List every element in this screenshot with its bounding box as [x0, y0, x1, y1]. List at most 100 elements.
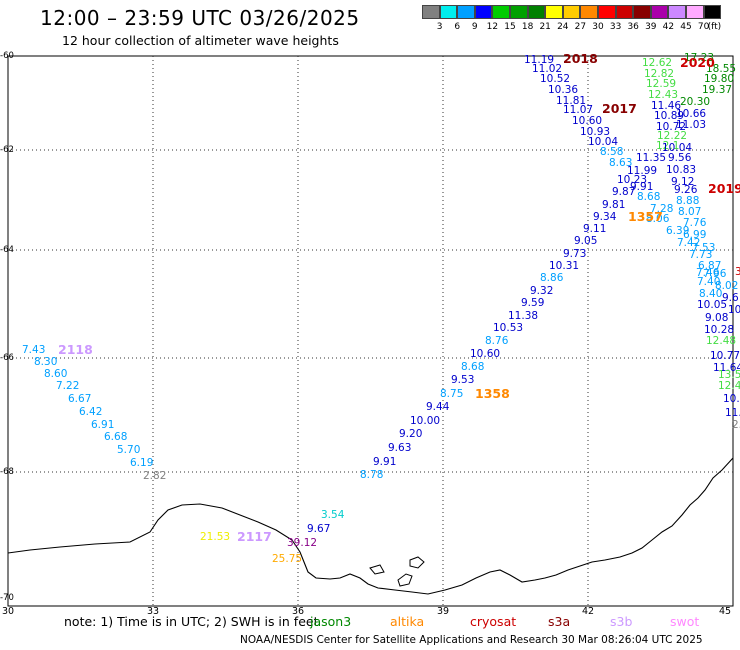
coast-inlet [409, 556, 425, 569]
swh-value: 10 [728, 304, 740, 316]
satellite-legend-item: s3a [548, 614, 571, 629]
swh-value: 11.19 [524, 54, 555, 66]
longitude-label: 39 [436, 606, 450, 617]
swh-value: 12.4 [718, 380, 740, 392]
colorbar-tick: 30 [592, 22, 604, 32]
swh-value: 10.04 [662, 142, 693, 154]
swh-value: 9.56 [668, 152, 692, 164]
colorbar-cell [562, 5, 581, 19]
satellite-legend-item: swot [670, 614, 700, 629]
colorbar-tick: 15 [504, 22, 516, 32]
coast-inlet [369, 564, 385, 575]
swh-value: 8.63 [609, 157, 633, 169]
colorbar-tick: 45 [680, 22, 692, 32]
footer-note: note: 1) Time is in UTC; 2) SWH is in fe… [64, 614, 319, 629]
colorbar-cell [474, 5, 493, 19]
colorbar-cell [580, 5, 598, 19]
satellite-legend-item: cryosat [470, 614, 517, 629]
swh-value: 8.40 [699, 288, 723, 300]
colorbar-tick: 70 [697, 22, 710, 32]
swh-value: 12.82 [644, 68, 675, 80]
colorbar-cell [633, 5, 651, 19]
swh-value: 10.89 [654, 110, 685, 122]
latitude-label: -66 [0, 353, 14, 363]
swh-value: 17.23 [684, 52, 715, 64]
pass-time-label: 1358 [475, 386, 510, 401]
swh-value: 9.05 [574, 235, 598, 247]
colorbar-cell [422, 5, 440, 19]
longitude-label: 33 [146, 606, 160, 617]
swh-value: 2.82 [143, 470, 167, 482]
swh-value: 13.5 [718, 369, 740, 381]
chart-title: 12:00 – 23:59 UTC 03/26/2025 [40, 6, 360, 30]
swh-value: 10.60 [470, 348, 501, 360]
pass-time-label: 2017 [602, 101, 637, 116]
colorbar-cell [439, 5, 458, 19]
swh-value: 10.05 [697, 299, 728, 311]
colorbar-cell [615, 5, 634, 19]
colorbar-cell [668, 5, 686, 19]
swh-value: 18.55 [706, 63, 737, 75]
pass-time-label: 2019 [708, 181, 740, 196]
swh-value: 11.38 [508, 310, 539, 322]
swh-value: 11.46 [651, 100, 682, 112]
swh-value: 7.73 [689, 249, 713, 261]
swh-value: 11.35 [636, 152, 667, 164]
swh-value: 6.42 [79, 406, 103, 418]
swh-value: 10.28 [704, 324, 735, 336]
swh-value: 10.93 [580, 126, 611, 138]
colorbar-tick: 42 [662, 22, 675, 32]
colorbar-tick: 3 [436, 22, 443, 32]
colorbar-cell [686, 5, 704, 19]
swh-value: 7.46 [696, 267, 720, 279]
swh-value: 8.75 [440, 388, 464, 400]
swh-value: 11.07 [563, 104, 594, 116]
latitude-label: -60 [0, 51, 14, 61]
swh-value: 8.07 [678, 206, 702, 218]
pass-time-label: 2117 [237, 529, 272, 544]
swh-value: 12.48 [706, 335, 737, 347]
colorbar-tick: 27 [574, 22, 587, 32]
swh-value: 10.77 [710, 350, 740, 362]
antarctic-coastline [7, 457, 734, 595]
swh-value: 10.53 [493, 322, 524, 334]
swh-value: 10.36 [548, 84, 579, 96]
longitude-label: 45 [718, 606, 732, 617]
graticule [8, 56, 733, 606]
swh-value: 12.1 [656, 140, 680, 152]
swh-value: 7.53 [692, 242, 716, 254]
map-frame [7, 55, 734, 607]
pass-time-label: 2020 [680, 55, 715, 70]
swh-value: 2. [732, 419, 740, 431]
swh-value: 7.42 [677, 237, 701, 249]
swh-value: 6.99 [683, 229, 707, 241]
swh-value: 12.62 [642, 57, 673, 69]
swh-value: 9.87 [612, 186, 636, 198]
latitude-label: -62 [0, 145, 14, 155]
colorbar-cell [457, 5, 475, 19]
colorbar-cell [545, 5, 563, 19]
colorbar-cell [492, 5, 510, 19]
colorbar-cell [598, 5, 616, 19]
swh-value: 9.67 [307, 523, 331, 535]
swh-value: 6.19 [130, 457, 154, 469]
swh-value: 9.91 [373, 456, 397, 468]
swh-value: 9.08 [705, 312, 729, 324]
swh-value: 12.22 [657, 130, 688, 142]
swh-value: 10.83 [666, 164, 697, 176]
swh-value: 7.43 [22, 344, 46, 356]
swh-value: 8.86 [540, 272, 564, 284]
swh-value: 8.88 [676, 195, 700, 207]
colorbar-tick: 18 [521, 22, 534, 32]
swh-value: 12.59 [646, 78, 677, 90]
swh-value: 9.12 [671, 176, 695, 188]
swh-value: 19.37 [702, 84, 733, 96]
swh-value: 11.03 [676, 119, 707, 131]
swh-value: 11.64 [713, 362, 740, 374]
colorbar-tick: 12 [486, 22, 499, 32]
chart-subtitle: 12 hour collection of altimeter wave hei… [62, 33, 339, 48]
satellite-legend-item: altika [390, 614, 425, 629]
swh-value: 10.66 [676, 108, 707, 120]
colorbar-cell [650, 5, 669, 19]
